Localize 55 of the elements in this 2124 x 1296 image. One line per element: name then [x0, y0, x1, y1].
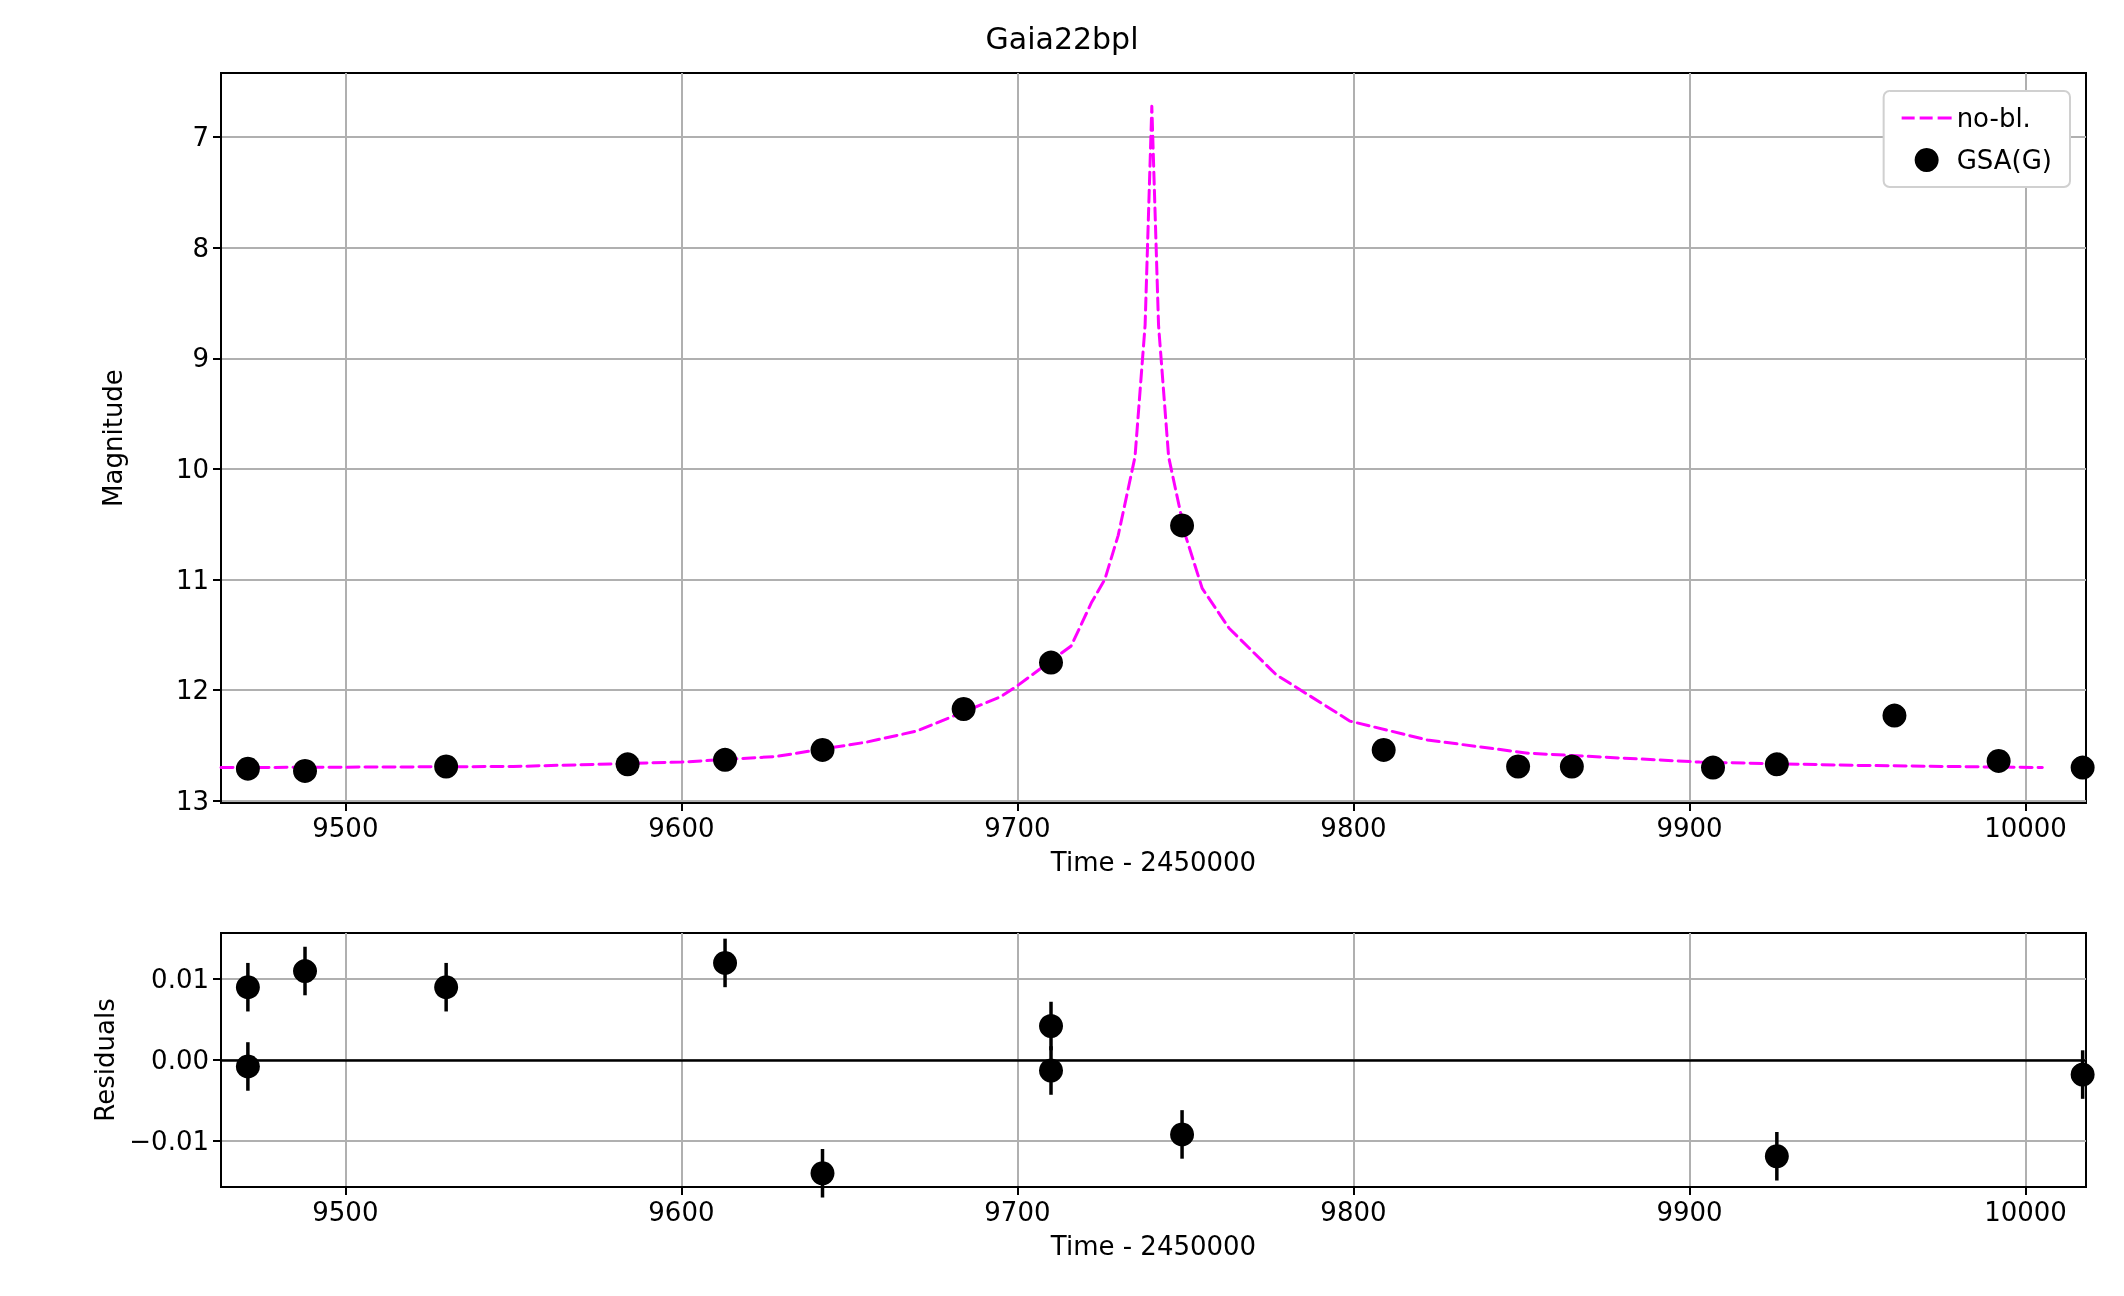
y-tick-label: 11 — [175, 564, 209, 595]
x-axis-title: Time - 2450000 — [1049, 1231, 1257, 1261]
point — [293, 758, 318, 783]
point — [1986, 748, 2011, 773]
x-tick-label: 9800 — [1320, 813, 1387, 843]
point — [1701, 755, 1725, 780]
y-tick-label: 0.00 — [151, 1045, 209, 1075]
legend-label: GSA(G) — [1956, 145, 2052, 175]
point — [951, 696, 976, 721]
point — [2070, 755, 2095, 780]
point — [810, 737, 835, 762]
point — [1559, 754, 1584, 779]
point — [434, 975, 459, 1000]
chart-title: Gaia22bpl — [985, 20, 1139, 56]
y-tick-label: 9 — [192, 343, 209, 374]
x-tick-label: 10000 — [1984, 1197, 2067, 1227]
point — [293, 959, 318, 984]
point — [1882, 703, 1907, 728]
point — [235, 756, 260, 781]
point — [235, 975, 260, 1000]
x-tick-label: 9700 — [984, 813, 1051, 843]
y-tick-label: 0.01 — [151, 964, 209, 995]
x-tick-label: 9900 — [1656, 1197, 1723, 1227]
point — [615, 752, 640, 777]
y-tick-label: 13 — [175, 785, 209, 816]
y-tick-label: 10 — [175, 453, 209, 484]
x-axis-title: Time - 2450000 — [1049, 847, 1257, 877]
x-tick-label: 9600 — [648, 813, 715, 843]
point — [1170, 1122, 1195, 1147]
point — [2070, 1062, 2095, 1087]
y-tick-label: 12 — [175, 675, 209, 706]
y-tick-label: −0.01 — [129, 1125, 209, 1156]
y-tick-label: 7 — [192, 122, 209, 153]
x-tick-label: 9500 — [312, 1197, 379, 1227]
point — [434, 754, 459, 779]
legend-label: no-bl. — [1956, 103, 2031, 133]
point — [1039, 650, 1064, 675]
x-tick-label: 9600 — [648, 1197, 715, 1227]
y-axis-title: Residuals — [90, 998, 121, 1122]
point — [713, 950, 738, 975]
point — [1039, 1014, 1064, 1039]
point — [1371, 737, 1396, 762]
x-tick-label: 9700 — [984, 1197, 1051, 1227]
point — [1764, 752, 1789, 777]
point — [810, 1161, 835, 1186]
x-tick-label: 9900 — [1656, 813, 1723, 843]
point — [1170, 513, 1195, 538]
x-tick-label: 10000 — [1984, 813, 2067, 843]
y-tick-label: 8 — [192, 232, 209, 263]
point — [1764, 1144, 1789, 1169]
point — [713, 747, 738, 772]
x-tick-label: 9500 — [312, 813, 379, 843]
x-tick-label: 9800 — [1320, 1197, 1387, 1227]
point — [1506, 754, 1531, 779]
y-axis-title: Magnitude — [98, 369, 128, 507]
